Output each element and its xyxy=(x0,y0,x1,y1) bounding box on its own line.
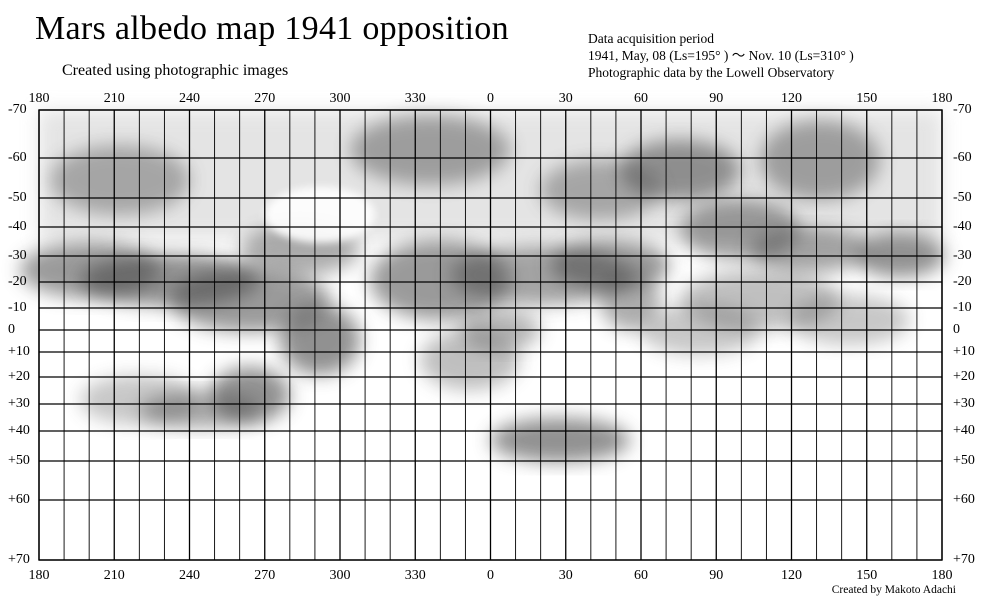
latitude-label-left: -60 xyxy=(8,150,27,165)
coordinate-grid xyxy=(38,109,943,561)
latitude-label-right: -50 xyxy=(953,190,972,205)
latitude-label-left: +10 xyxy=(8,344,30,359)
map-subtitle: Created using photographic images xyxy=(62,62,289,79)
longitude-label-top: 60 xyxy=(634,91,648,106)
latitude-label-right: -30 xyxy=(953,248,972,263)
latitude-label-right: -40 xyxy=(953,219,972,234)
longitude-label-bottom: 210 xyxy=(103,568,125,583)
info-line-period-heading: Data acquisition period xyxy=(588,31,714,46)
latitude-label-right: -10 xyxy=(953,300,972,315)
longitude-label-bottom: 30 xyxy=(558,568,573,583)
map-border xyxy=(38,109,943,561)
latitude-label-left: -10 xyxy=(8,300,27,315)
longitude-label-top: 180 xyxy=(931,91,953,106)
info-line-dates: 1941, May, 08 (Ls=195° ) ～ Nov. 10 (Ls=3… xyxy=(588,48,854,63)
longitude-label-top: 90 xyxy=(709,91,724,106)
longitude-label-bottom: 120 xyxy=(781,568,802,583)
latitude-label-left: 0 xyxy=(8,322,15,337)
longitude-label-bottom: 330 xyxy=(404,568,426,583)
latitude-label-left: +30 xyxy=(8,396,30,411)
longitude-label-top: 180 xyxy=(28,91,50,106)
latitude-label-left: -50 xyxy=(8,190,27,205)
author-credit: Created by Makoto Adachi xyxy=(831,584,956,596)
latitude-label-right: -70 xyxy=(953,102,972,117)
albedo-shading xyxy=(20,110,945,462)
longitude-label-bottom: 180 xyxy=(28,568,50,583)
latitude-label-right: +60 xyxy=(953,492,975,507)
latitude-label-right: -60 xyxy=(953,150,972,165)
longitude-label-top: 30 xyxy=(558,91,573,106)
longitude-label-top: 330 xyxy=(404,91,426,106)
longitude-label-bottom: 300 xyxy=(329,568,351,583)
longitude-label-top: 0 xyxy=(487,91,494,106)
longitude-label-bottom: 90 xyxy=(709,568,724,583)
latitude-label-right: +10 xyxy=(953,344,975,359)
acquisition-info: Data acquisition period 1941, May, 08 (L… xyxy=(588,30,854,81)
latitude-label-left: +70 xyxy=(8,552,30,567)
latitude-label-right: 0 xyxy=(953,322,960,337)
latitude-label-left: +40 xyxy=(8,423,30,438)
latitude-label-right: +70 xyxy=(953,552,975,567)
latitude-label-left: +60 xyxy=(8,492,30,507)
info-line-source: Photographic data by the Lowell Observat… xyxy=(588,65,835,80)
latitude-label-left: -20 xyxy=(8,274,27,289)
map-title: Mars albedo map 1941 opposition xyxy=(35,10,509,47)
latitude-label-left: -30 xyxy=(8,248,27,263)
latitude-label-right: +20 xyxy=(953,369,975,384)
longitude-label-top: 150 xyxy=(856,91,878,106)
latitude-label-left: -70 xyxy=(8,102,27,117)
latitude-label-right: +30 xyxy=(953,396,975,411)
latitude-label-right: +40 xyxy=(953,423,975,438)
longitude-label-top: 240 xyxy=(179,91,200,106)
latitude-label-left: +50 xyxy=(8,453,30,468)
longitude-label-bottom: 240 xyxy=(179,568,200,583)
longitude-label-top: 210 xyxy=(103,91,125,106)
latitude-label-left: -40 xyxy=(8,219,27,234)
longitude-label-bottom: 0 xyxy=(487,568,494,583)
longitude-label-bottom: 150 xyxy=(856,568,878,583)
longitude-label-bottom: 270 xyxy=(254,568,276,583)
longitude-label-top: 300 xyxy=(329,91,351,106)
latitude-label-right: +50 xyxy=(953,453,975,468)
latitude-label-right: -20 xyxy=(953,274,972,289)
longitude-label-bottom: 180 xyxy=(931,568,953,583)
latitude-label-left: +20 xyxy=(8,369,30,384)
longitude-label-top: 270 xyxy=(254,91,276,106)
longitude-label-top: 120 xyxy=(781,91,802,106)
longitude-label-bottom: 60 xyxy=(634,568,648,583)
